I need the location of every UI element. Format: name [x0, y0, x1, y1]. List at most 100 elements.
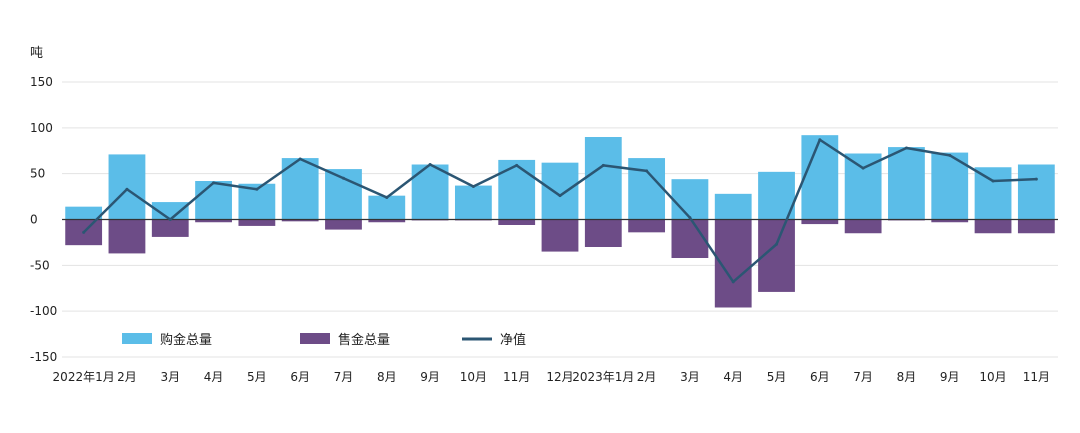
sale-bar: [498, 219, 536, 225]
x-tick-label: 2023年1月: [572, 370, 634, 384]
sale-bar: [628, 219, 666, 233]
net-value-point: [645, 169, 649, 173]
x-tick-label: 11月: [1023, 370, 1050, 384]
x-tick-label: 10月: [979, 370, 1006, 384]
net-value-point: [428, 163, 432, 166]
net-value-point: [168, 218, 172, 221]
sale-bar: [931, 219, 969, 223]
sale-bar: [325, 219, 362, 230]
y-axis-ticks: 150 100 50 0 -50 -100 -150: [30, 75, 57, 364]
net-value-point: [255, 187, 259, 191]
purchase-bar: [541, 162, 579, 220]
sale-bar: [368, 219, 406, 223]
x-tick-label: 4月: [204, 370, 224, 384]
net-value-point: [861, 166, 865, 170]
legend-swatch: [300, 333, 330, 344]
sale-bar: [671, 219, 709, 258]
x-tick-label: 8月: [897, 370, 917, 384]
net-value-point: [688, 216, 692, 220]
x-tick-label: 12月: [546, 370, 573, 384]
x-tick-label: 6月: [810, 370, 830, 384]
x-tick-label: 7月: [334, 370, 354, 384]
y-axis-unit-label: 吨: [30, 46, 43, 61]
purchase-bar: [325, 169, 362, 220]
net-value-point: [948, 153, 952, 157]
net-value-point: [818, 138, 822, 142]
net-value-line-layer: [82, 138, 1038, 284]
legend-swatch: [122, 333, 152, 344]
net-value-point: [601, 163, 605, 167]
purchase-bar: [65, 206, 103, 220]
x-tick-label: 2月: [637, 370, 657, 384]
purchase-bar: [888, 147, 925, 220]
purchase-bar: [1017, 164, 1055, 220]
net-value-point: [212, 181, 216, 185]
net-value-point: [558, 194, 562, 198]
legend-label: 净值: [500, 332, 526, 348]
x-tick-label: 5月: [767, 370, 787, 384]
net-value-point: [775, 242, 779, 246]
bars: [65, 135, 1055, 308]
sale-bar: [151, 219, 189, 237]
y-tick-label: -100: [30, 304, 57, 318]
purchase-bar: [498, 159, 536, 220]
sale-bar: [844, 219, 882, 234]
x-tick-label: 7月: [853, 370, 873, 384]
y-tick-label: 100: [30, 121, 53, 135]
legend: 购金总量 售金总量 净值: [122, 332, 526, 348]
x-tick-label: 11月: [503, 370, 530, 384]
x-tick-label: 9月: [420, 370, 440, 384]
net-value-point: [82, 230, 86, 234]
x-tick-label: 4月: [723, 370, 743, 384]
net-value-point: [1034, 177, 1038, 181]
net-value-point: [298, 157, 302, 161]
purchase-bar: [628, 158, 666, 220]
y-tick-label: -50: [30, 258, 50, 272]
purchase-bar: [714, 193, 752, 220]
legend-label: 购金总量: [160, 332, 212, 348]
x-tick-label: 2月: [117, 370, 137, 384]
purchase-bar: [195, 181, 232, 220]
sale-bar: [584, 219, 622, 247]
purchase-bar: [974, 167, 1012, 220]
x-tick-label: 5月: [247, 370, 267, 384]
x-tick-label: 2022年1月: [53, 370, 115, 384]
x-tick-label: 9月: [940, 370, 960, 384]
x-tick-label: 10月: [460, 370, 487, 384]
net-value-point: [125, 187, 129, 191]
sale-bar: [1017, 219, 1055, 234]
y-tick-label: 50: [30, 167, 45, 181]
sale-bar: [801, 219, 839, 225]
net-value-point: [385, 196, 389, 199]
sale-bar: [238, 219, 276, 226]
net-value-point: [515, 163, 519, 167]
x-tick-label: 6月: [290, 370, 310, 384]
sale-bar: [974, 219, 1012, 234]
sale-bar: [281, 219, 319, 222]
purchase-bar: [584, 137, 622, 220]
legend-item: 净值: [462, 332, 526, 348]
x-tick-label: 3月: [160, 370, 180, 384]
purchase-bar: [151, 202, 189, 220]
sale-bar: [108, 219, 146, 254]
net-value-point: [471, 185, 475, 188]
purchase-bar: [671, 179, 709, 220]
y-tick-label: -150: [30, 350, 57, 364]
x-tick-label: 8月: [377, 370, 397, 384]
purchase-bar: [368, 195, 406, 220]
net-value-point: [991, 179, 995, 183]
net-value-point: [904, 146, 908, 150]
purchase-bar: [844, 153, 882, 220]
x-tick-label: 3月: [680, 370, 700, 384]
sale-bar: [541, 219, 579, 252]
legend-label: 售金总量: [338, 332, 390, 348]
purchase-bar: [454, 185, 492, 220]
y-tick-label: 150: [30, 75, 53, 89]
legend-item: 售金总量: [300, 332, 390, 348]
purchase-bar: [108, 154, 146, 220]
y-tick-label: 0: [30, 213, 38, 227]
sale-bar: [195, 219, 232, 223]
